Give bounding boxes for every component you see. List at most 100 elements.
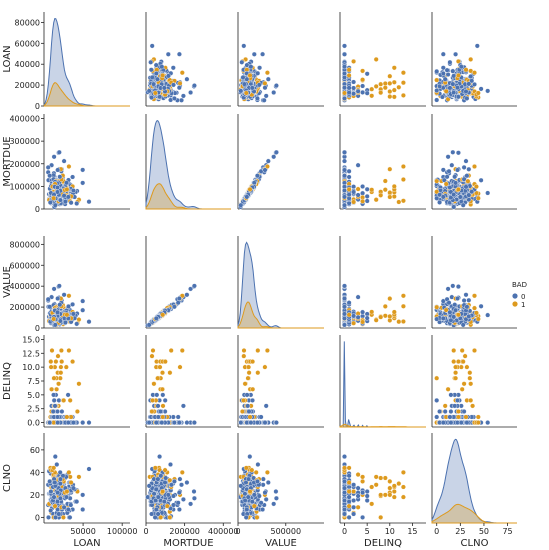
scatter-point — [455, 72, 461, 78]
scatter-point — [59, 359, 65, 365]
scatter-point — [61, 397, 67, 403]
scatter-point — [62, 199, 68, 205]
scatter-point — [53, 359, 59, 365]
scatter-point — [171, 420, 177, 426]
scatter-point — [265, 158, 271, 164]
scatter-point — [465, 178, 471, 184]
scatter-point — [355, 294, 361, 300]
scatter-point — [455, 284, 461, 290]
scatter-point — [472, 163, 478, 169]
scatter-point — [245, 375, 251, 381]
scatter-point — [52, 403, 58, 409]
scatter-point — [391, 65, 397, 71]
scatter-point — [360, 309, 366, 315]
scatter-point — [442, 409, 448, 415]
scatter-point — [466, 313, 472, 319]
panel-value-vs-delinq — [339, 236, 426, 329]
scatter-point — [57, 302, 63, 308]
scatter-point — [86, 319, 92, 325]
scatter-point — [468, 381, 474, 387]
scatter-point — [55, 353, 61, 359]
scatter-point — [463, 158, 469, 164]
scatter-point — [241, 348, 247, 354]
scatter-point — [378, 192, 384, 198]
scatter-point — [64, 414, 70, 420]
scatter-point — [450, 149, 456, 155]
scatter-point — [176, 420, 182, 426]
scatter-point — [391, 87, 397, 93]
scatter-point — [463, 414, 469, 420]
scatter-point — [387, 194, 393, 200]
scatter-point — [360, 198, 366, 204]
scatter-point — [257, 65, 263, 71]
scatter-point — [351, 58, 357, 64]
scatter-point — [355, 314, 361, 320]
scatter-point — [459, 348, 465, 354]
scatter-point — [437, 409, 443, 415]
scatter-point — [474, 43, 480, 49]
scatter-point — [160, 414, 166, 420]
kde-loan-bad-1 — [43, 82, 130, 107]
scatter-point — [451, 314, 457, 320]
scatter-point — [63, 364, 69, 370]
scatter-point — [241, 353, 247, 359]
scatter-point — [151, 81, 157, 87]
scatter-point — [254, 173, 260, 179]
scatter-point — [451, 348, 457, 354]
scatter-point — [396, 199, 402, 205]
y-tick-label: 40000 — [15, 60, 40, 69]
scatter-point — [180, 93, 186, 99]
scatter-point — [364, 90, 370, 96]
scatter-point — [351, 79, 357, 85]
scatter-point — [451, 192, 457, 198]
scatter-point — [64, 312, 70, 318]
scatter-point — [378, 81, 384, 87]
panel-delinq-vs-value — [237, 335, 324, 428]
scatter-point — [459, 386, 465, 392]
scatter-point — [241, 81, 247, 87]
scatter-point — [49, 386, 55, 392]
scatter-point — [369, 187, 375, 193]
scatter-point — [447, 85, 453, 91]
scatter-point — [400, 80, 406, 86]
y-tick-label: 600000 — [9, 261, 40, 270]
scatter-point — [248, 420, 254, 426]
scatter-point — [434, 375, 440, 381]
scatter-point — [387, 313, 393, 319]
scatter-point — [342, 64, 348, 70]
scatter-point — [453, 370, 459, 376]
panel-value-vs-value — [237, 236, 324, 329]
scatter-point — [59, 409, 65, 415]
scatter-point — [473, 184, 479, 190]
scatter-point — [55, 309, 61, 315]
scatter-point — [387, 80, 393, 86]
scatter-point — [64, 186, 70, 192]
scatter-point — [452, 174, 458, 180]
scatter-point — [373, 317, 379, 323]
scatter-point — [167, 370, 173, 376]
scatter-point — [243, 90, 249, 96]
scatter-point — [342, 90, 348, 96]
scatter-point — [155, 414, 161, 420]
scatter-point — [176, 296, 182, 302]
scatter-point — [451, 359, 457, 365]
y-tick-label: 2.5 — [27, 405, 40, 414]
scatter-point — [51, 397, 57, 403]
kde-mortdue-bad-1 — [145, 183, 231, 210]
scatter-point — [434, 87, 440, 93]
scatter-point — [244, 392, 250, 398]
scatter-point — [246, 364, 252, 370]
scatter-point — [70, 311, 76, 317]
scatter-point — [148, 67, 154, 73]
scatter-point — [391, 183, 397, 189]
scatter-point — [445, 154, 451, 160]
scatter-point — [434, 68, 440, 74]
scatter-point — [247, 414, 253, 420]
scatter-point — [65, 194, 71, 200]
y-tick-label: 15.0 — [22, 335, 40, 344]
scatter-point — [463, 184, 469, 190]
scatter-point — [159, 420, 165, 426]
scatter-point — [400, 293, 406, 299]
y-tick-label: 20000 — [15, 81, 40, 90]
